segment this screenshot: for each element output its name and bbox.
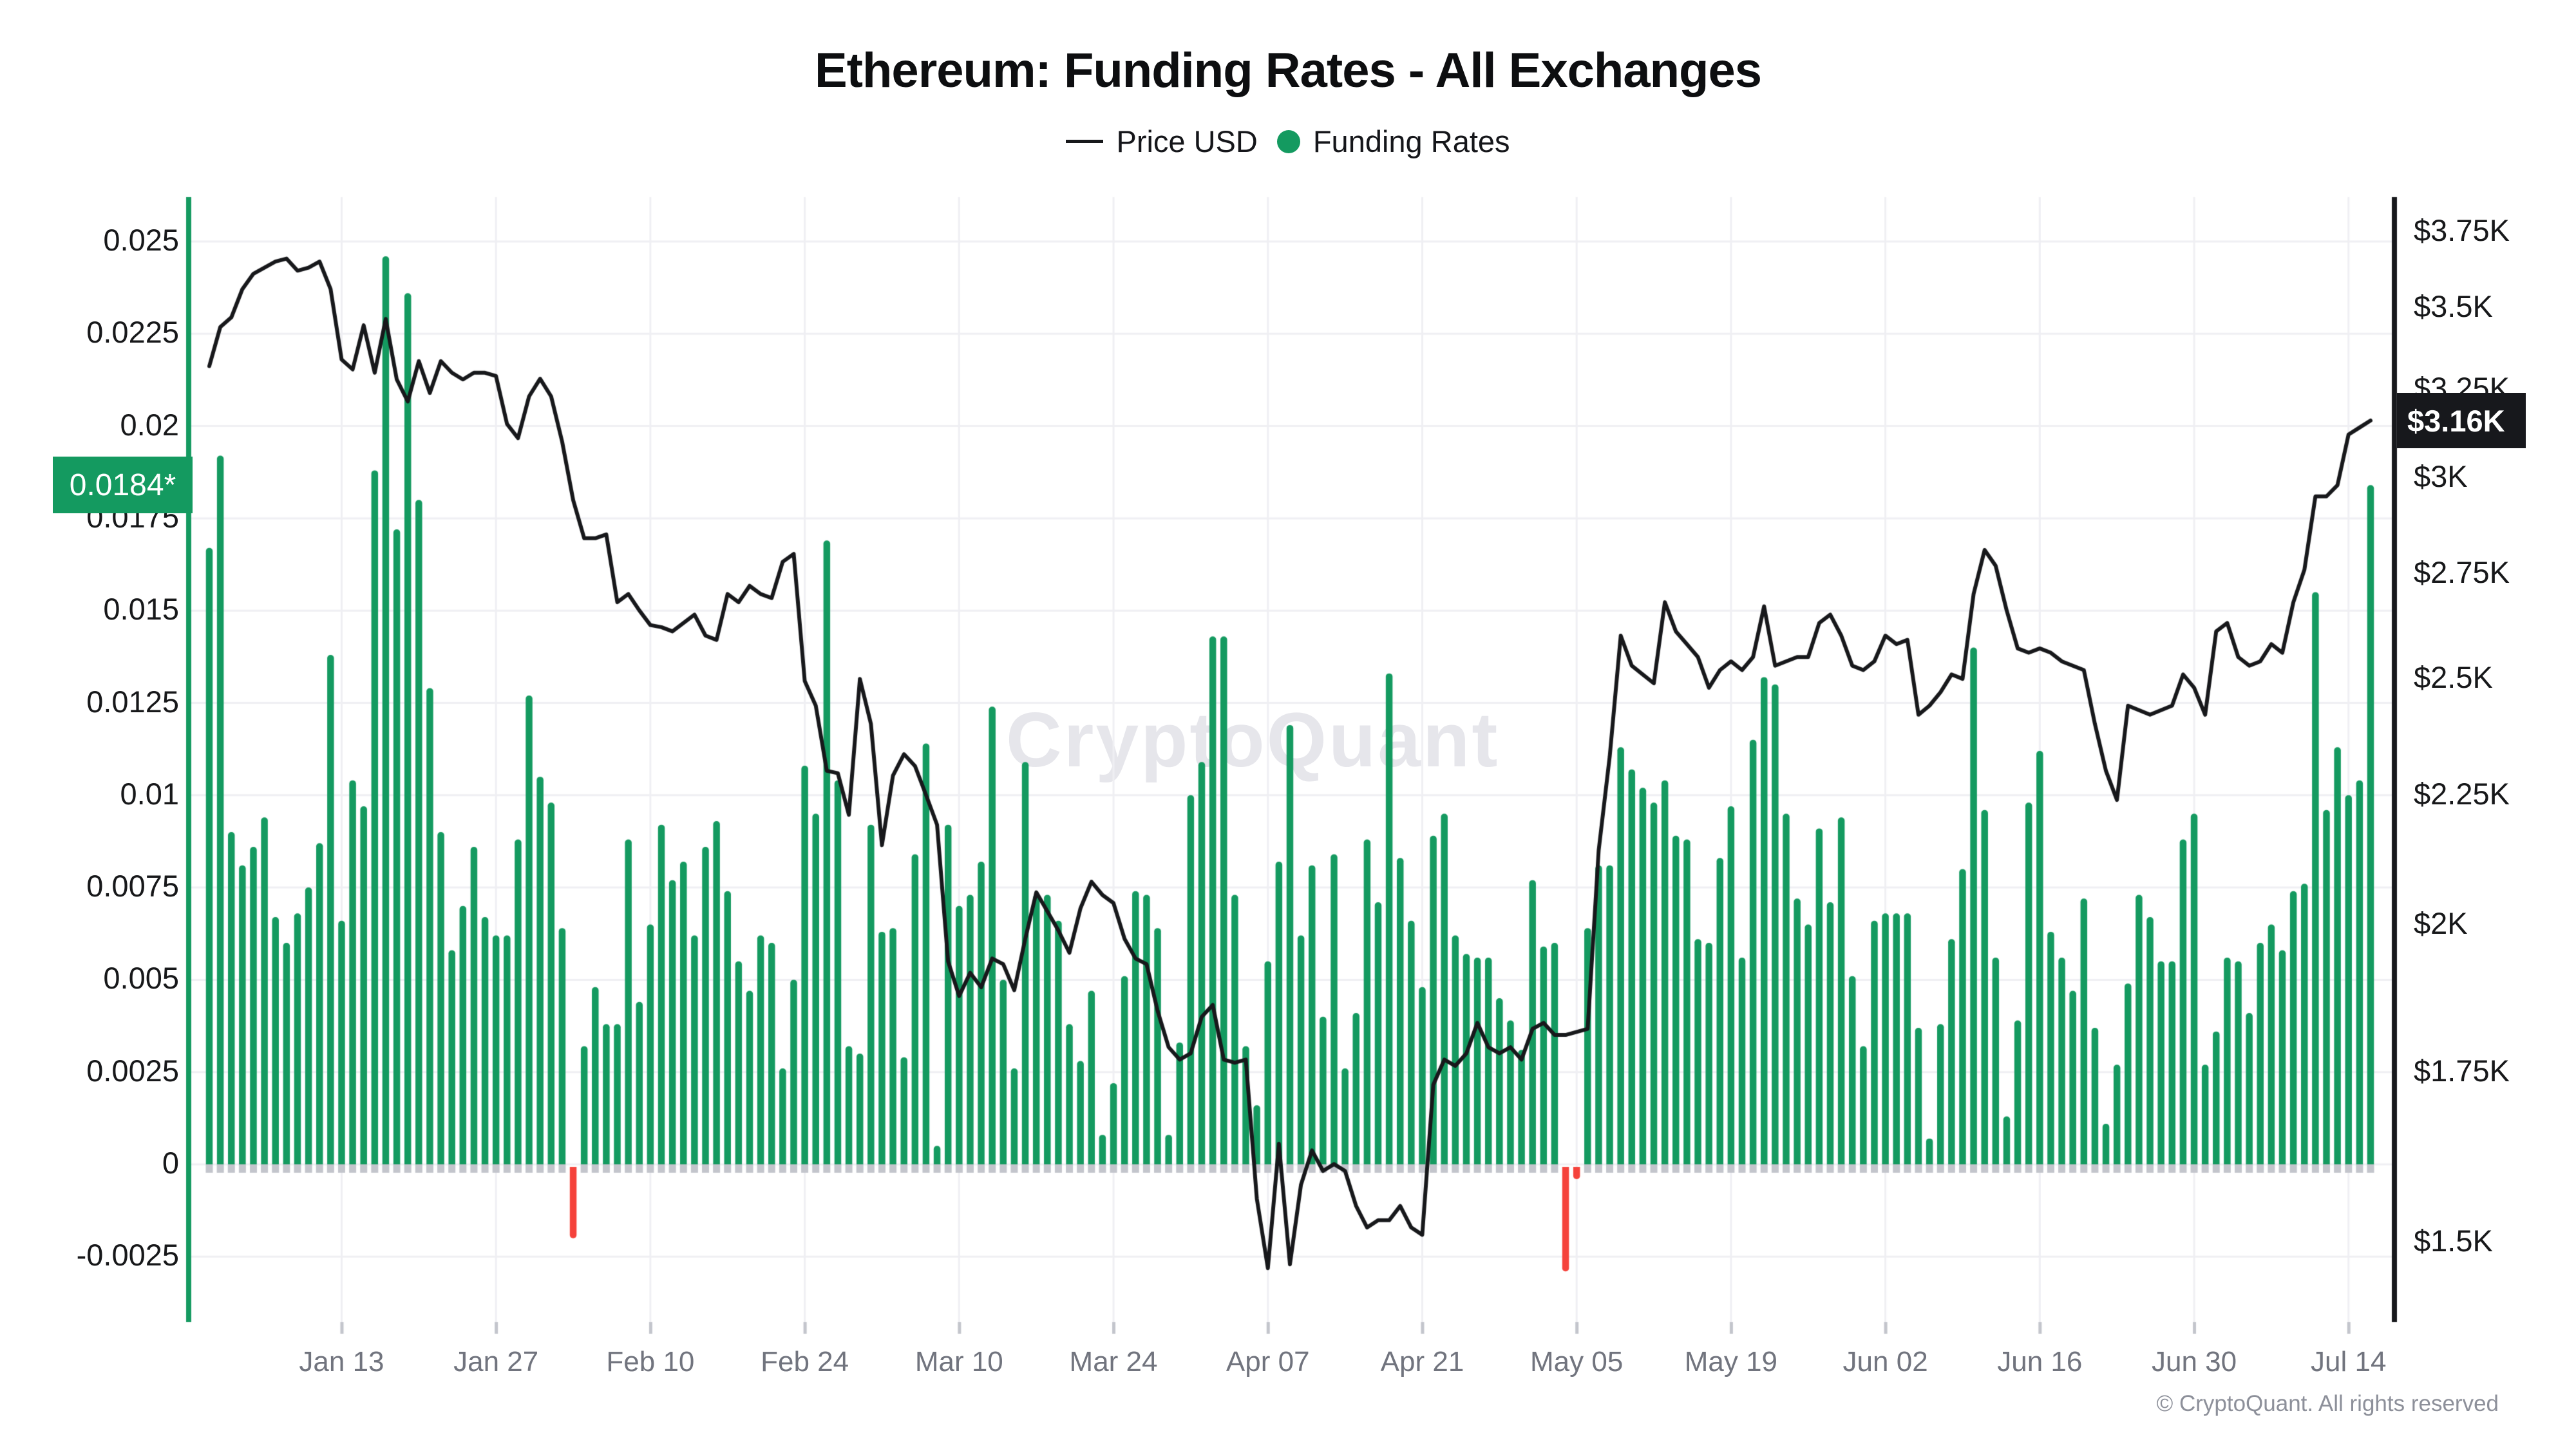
chart-page: CryptoQuant Ethereum: Funding Rates - Al…	[0, 0, 2576, 1449]
funding-rates-chart-canvas[interactable]	[0, 0, 2576, 1449]
